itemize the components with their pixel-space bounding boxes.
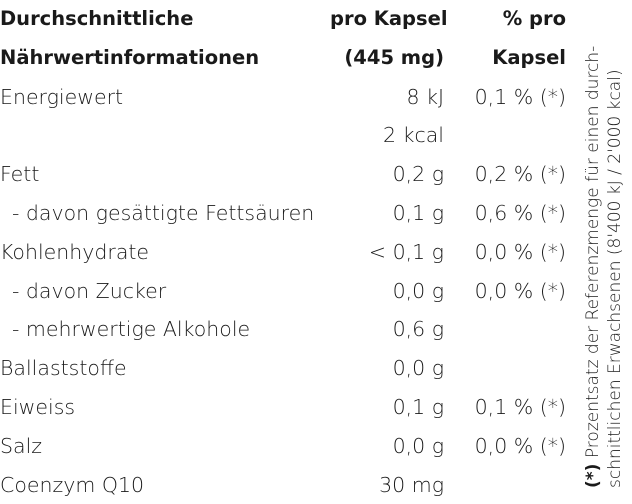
nutrition-info-page: Durchschnittliche pro Kapsel % pro Nährw… <box>0 7 626 497</box>
percent-value <box>444 116 566 155</box>
table-row: Coenzym Q10 30 mg <box>0 466 566 504</box>
nutrition-table-header: Durchschnittliche pro Kapsel % pro Nährw… <box>0 0 566 78</box>
percent-value: 0,0 % (*) <box>474 278 566 303</box>
percent-value: 0,0 % (*) <box>474 433 566 458</box>
nutrition-table: Durchschnittliche pro Kapsel % pro Nährw… <box>0 0 566 504</box>
table-row: Eiweiss 0,1 g 0,1 % (*) <box>0 388 566 427</box>
table-row: Fett 0,2 g 0,2 % (*) <box>0 155 566 194</box>
percent-value: 0,1 % (*) <box>474 394 566 419</box>
nutrient-label: Ballaststoffe <box>0 356 127 381</box>
per-capsule-value: 8 kJ <box>406 84 444 109</box>
nutrient-label: Kohlenhydrate <box>0 239 150 264</box>
nutrient-label: - mehrwertige Alkohole <box>12 317 251 342</box>
nutrient-label: Eiweiss <box>0 394 76 419</box>
nutrient-label <box>0 116 330 155</box>
table-row: Ballaststoffe 0,0 g <box>0 349 566 388</box>
per-capsule-value: 0,0 g <box>392 433 444 458</box>
header-row-1: Durchschnittliche pro Kapsel % pro <box>0 0 566 39</box>
reference-footnote: (*) Prozentsatz der Referenzmenge für ei… <box>582 8 626 488</box>
table-row: Energiewert 8 kJ 0,1 % (*) <box>0 78 566 117</box>
header-percent-line2: Kapsel <box>492 45 566 69</box>
percent-value: 0,1 % (*) <box>474 84 566 109</box>
per-capsule-value: 2 kcal <box>383 123 444 148</box>
table-row: - mehrwertige Alkohole 0,6 g <box>0 310 566 349</box>
nutrient-label: - davon gesättigte Fettsäuren <box>12 200 315 225</box>
table-row: Kohlenhydrate < 0,1 g 0,0 % (*) <box>0 233 566 272</box>
footnote-line-1: (*) Prozentsatz der Referenzmenge für ei… <box>582 8 604 488</box>
table-row: - davon gesättigte Fettsäuren 0,1 g 0,6 … <box>0 194 566 233</box>
percent-value <box>444 466 566 504</box>
nutrition-table-body: Energiewert 8 kJ 0,1 % (*) 2 kcal Fett 0… <box>0 78 566 504</box>
nutrient-label: - davon Zucker <box>12 278 167 303</box>
percent-value: 0,6 % (*) <box>474 200 566 225</box>
nutrient-label: Fett <box>0 162 40 187</box>
per-capsule-value: 0,6 g <box>392 317 444 342</box>
header-per-capsule-line1: pro Kapsel <box>330 7 448 30</box>
header-per-capsule-line2: (445 mg) <box>344 45 444 69</box>
percent-value <box>444 349 566 388</box>
per-capsule-value: 0,2 g <box>392 162 444 187</box>
footnote-text-2: schnittlichen Erwachsenen (8'400 kJ / 2'… <box>605 69 625 488</box>
header-percent-line1: % pro <box>502 7 566 30</box>
percent-value: 0,2 % (*) <box>474 162 566 187</box>
nutrient-label: Salz <box>0 433 43 458</box>
header-row-2: Nährwertinformationen (445 mg) Kapsel <box>0 39 566 78</box>
per-capsule-value: 0,0 g <box>392 356 444 381</box>
nutrient-label: Energiewert <box>0 84 124 109</box>
header-nutrient-line2: Nährwertinformationen <box>0 45 260 69</box>
footnote-mark: (*) <box>583 463 603 488</box>
table-row: - davon Zucker 0,0 g 0,0 % (*) <box>0 272 566 311</box>
per-capsule-value: < 0,1 g <box>368 239 444 264</box>
per-capsule-value: 0,1 g <box>392 200 444 225</box>
header-nutrient-line1: Durchschnittliche <box>0 7 194 30</box>
footnote-text-1: Prozentsatz der Referenzmenge für einen … <box>583 45 603 459</box>
nutrient-label: Coenzym Q10 <box>0 472 145 497</box>
percent-value <box>444 310 566 349</box>
footnote-line-2: schnittlichen Erwachsenen (8'400 kJ / 2'… <box>604 8 626 488</box>
per-capsule-value: 0,1 g <box>392 394 444 419</box>
per-capsule-value: 30 mg <box>379 472 444 497</box>
percent-value: 0,0 % (*) <box>474 239 566 264</box>
table-row: Salz 0,0 g 0,0 % (*) <box>0 427 566 466</box>
table-row: 2 kcal <box>0 116 566 155</box>
per-capsule-value: 0,0 g <box>392 278 444 303</box>
